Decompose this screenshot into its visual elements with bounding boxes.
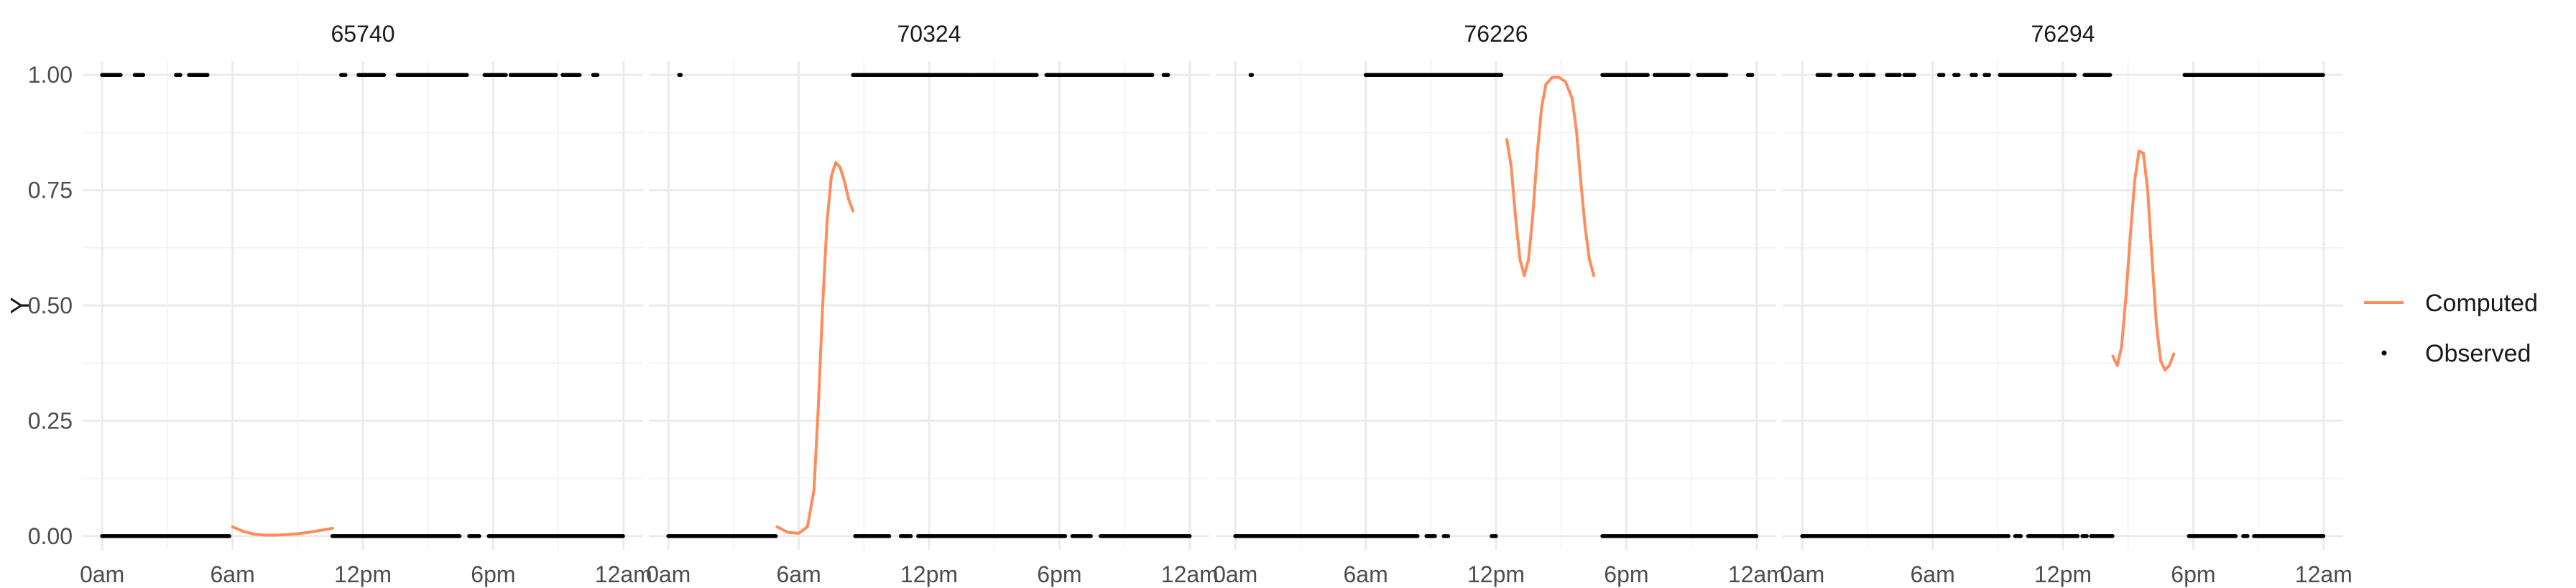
observed-point <box>382 73 387 78</box>
observed-point <box>2075 533 2080 538</box>
observed-point <box>887 533 892 538</box>
x-tick-label: 0am <box>646 561 691 587</box>
y-tick-label: 0.50 <box>28 293 73 318</box>
y-tick-label: 0.75 <box>28 178 73 203</box>
observed-point <box>1063 533 1068 538</box>
legend-label-observed: Observed <box>2425 340 2531 367</box>
computed-line <box>231 525 334 537</box>
x-tick-label: 12pm <box>334 561 392 587</box>
computed-line <box>1505 75 1595 277</box>
panel-title: 76226 <box>1464 21 1528 47</box>
observed-point <box>2006 533 2011 538</box>
observed-point <box>2108 73 2113 78</box>
observed-point <box>1850 73 1855 78</box>
observed-point <box>678 73 683 78</box>
x-tick-label: 12am <box>595 561 652 587</box>
observed-point <box>1912 73 1916 78</box>
y-axis-title: Y <box>5 297 34 314</box>
observed-point <box>773 533 778 538</box>
observed-point <box>595 73 600 78</box>
observed-point <box>1871 73 1876 78</box>
observed-point <box>227 533 231 538</box>
x-tick-label: 0am <box>80 561 124 587</box>
x-tick-label: 6pm <box>1604 561 1648 587</box>
observed-point <box>464 73 469 78</box>
observed-point <box>553 73 558 78</box>
observed-point <box>1724 73 1729 78</box>
observed-point <box>1686 73 1691 78</box>
observed-point <box>1415 533 1420 538</box>
facet-panel: 65740 0am 6am 12pm 6pm 12am <box>80 21 652 587</box>
legend-label-computed: Computed <box>2425 290 2538 317</box>
legend-key-observed <box>2381 350 2387 356</box>
observed-point <box>1898 73 1902 78</box>
observed-point <box>1941 73 1946 78</box>
x-tick-label: 6am <box>1910 561 1954 587</box>
x-tick-label: 0am <box>1780 561 1824 587</box>
x-tick-label: 12pm <box>900 561 958 587</box>
observed-point <box>1150 73 1155 78</box>
x-tick-label: 12am <box>1728 561 1786 587</box>
panel-title: 65740 <box>331 21 395 47</box>
x-tick-label: 6am <box>210 561 254 587</box>
observed-point <box>2085 533 2089 538</box>
observed-point <box>1250 73 1255 78</box>
observed-point <box>2018 533 2023 538</box>
observed-point <box>504 73 508 78</box>
observed-point <box>205 73 210 78</box>
panel-title: 70324 <box>897 21 961 47</box>
x-tick-label: 6pm <box>1037 561 1081 587</box>
x-tick-label: 12pm <box>1467 561 1525 587</box>
observed-point <box>1494 533 1498 538</box>
observed-point <box>457 533 462 538</box>
observed-point <box>2110 533 2115 538</box>
observed-point <box>1828 73 1832 78</box>
computed-line <box>775 161 855 535</box>
observed-point <box>1165 73 1171 78</box>
observed-point <box>1750 73 1755 78</box>
observed-point <box>1446 533 1451 538</box>
observed-point <box>1974 73 1978 78</box>
observed-point <box>577 73 582 78</box>
x-tick-label: 6am <box>1343 561 1388 587</box>
y-tick-label: 1.00 <box>28 62 73 88</box>
x-tick-label: 0am <box>1213 561 1257 587</box>
legend: Computed Observed <box>2364 290 2538 367</box>
observed-point <box>477 533 481 538</box>
observed-point <box>178 73 183 78</box>
observed-point <box>343 73 348 78</box>
x-tick-label: 12pm <box>2034 561 2092 587</box>
x-tick-label: 12am <box>1161 561 1219 587</box>
observed-point <box>1187 533 1192 538</box>
observed-point <box>2245 533 2250 538</box>
observed-point <box>1089 533 1093 538</box>
facet-panel: 70324 0am 6am 12pm 6pm 12am <box>646 21 1219 587</box>
observed-point <box>1034 73 1039 78</box>
observed-point <box>1754 533 1759 538</box>
x-tick-label: 6pm <box>2171 561 2215 587</box>
x-tick-label: 12am <box>2295 561 2353 587</box>
observed-point <box>2233 533 2238 538</box>
observed-point <box>1987 73 1991 78</box>
y-tick-label: 0.00 <box>28 523 73 549</box>
observed-point <box>1499 73 1504 78</box>
observed-point <box>141 73 146 78</box>
observed-point <box>119 73 123 78</box>
observed-point <box>2321 73 2325 78</box>
observed-point <box>621 533 625 538</box>
observed-point <box>1433 533 1437 538</box>
panel-title: 76294 <box>2031 21 2095 47</box>
observed-point <box>1956 73 1961 78</box>
x-tick-label: 6am <box>776 561 821 587</box>
observed-point <box>2072 73 2077 78</box>
y-tick-label: 0.25 <box>28 408 73 433</box>
computed-line <box>2111 150 2176 372</box>
facet-panel: 76294 0am 6am 12pm 6pm 12am <box>1780 21 2353 587</box>
observed-point <box>1645 73 1650 78</box>
observed-point <box>908 533 913 538</box>
x-tick-label: 6pm <box>471 561 515 587</box>
facet-panel: 76226 0am 6am 12pm 6pm 12am <box>1213 21 1786 587</box>
observed-point <box>2321 533 2326 538</box>
